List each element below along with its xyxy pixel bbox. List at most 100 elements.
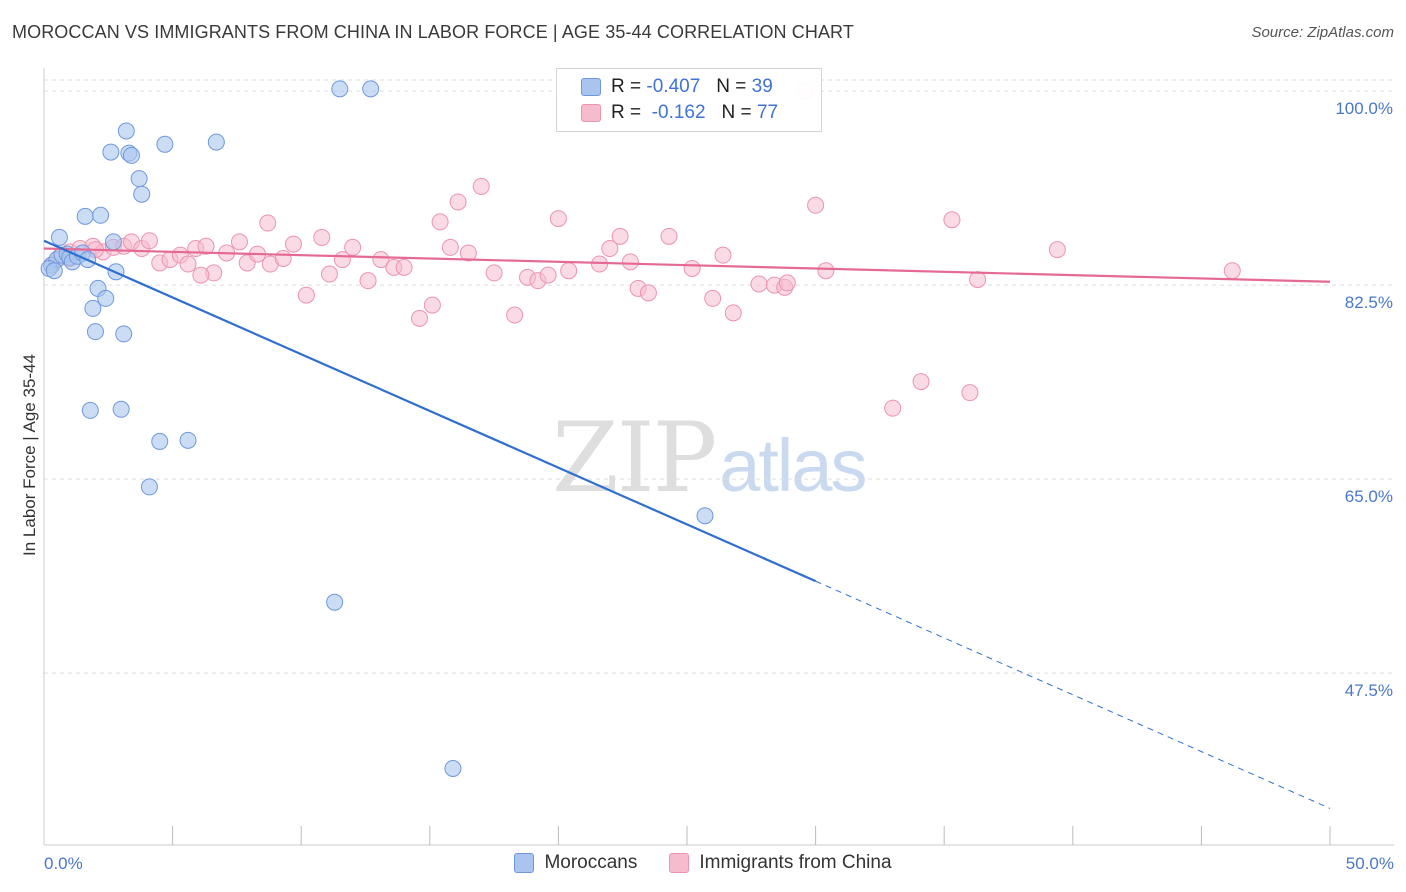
y-tick-label: 100.0% [1335,99,1393,118]
legend-n-value: 39 [751,76,773,97]
chart-title: MOROCCAN VS IMMIGRANTS FROM CHINA IN LAB… [12,22,854,42]
legend-row-moroccans: R = -0.407 N = 39 [581,75,773,99]
moroccan-trend-extrapolated [815,580,1331,809]
china-point [423,296,441,314]
moroccan-point [151,432,169,450]
stats-legend: R = -0.407 N = 39 R = -0.162 N = 77 [556,68,822,132]
china-point [961,384,979,402]
moroccan-point [50,228,68,246]
china-point [372,251,390,269]
y-axis-label: In Labor Force | Age 35-44 [20,354,39,556]
china-point [660,227,678,245]
moroccan-point [179,431,197,449]
series-legend: Moroccans Immigrants from China [0,852,1406,874]
china-point [611,227,629,245]
china-point [912,373,930,391]
moroccan-point [117,122,135,140]
moroccan-point [104,233,122,251]
china-point [459,244,477,262]
china-point [192,266,210,284]
china-point [313,228,331,246]
legend-r-value: -0.407 [646,76,701,97]
china-points [43,82,1241,417]
china-point [274,250,292,267]
x-tick-marks [172,826,1331,845]
china-point [284,235,302,253]
china-point [197,237,215,255]
legend-swatch-china [581,104,601,122]
moroccan-point [112,400,130,418]
china-point [472,177,490,195]
y-tick-label: 47.5% [1345,681,1393,700]
axis-layer [43,68,1394,846]
china-point [1223,262,1241,280]
moroccan-points [40,80,714,777]
china-point [1048,241,1066,259]
china-point [704,289,722,307]
moroccan-point [102,143,120,161]
moroccan-point [207,133,225,151]
china-point [359,272,377,290]
china-point [807,196,825,214]
y-tick-label: 82.5% [1345,293,1393,312]
china-point [441,238,459,256]
china-point [778,274,796,292]
china-point [179,255,197,273]
moroccan-point [76,207,94,225]
moroccan-point [45,262,63,280]
trend-lines [43,239,1331,809]
moroccan-point [133,185,151,203]
moroccan-point [326,593,344,611]
moroccan-point [362,80,380,98]
moroccan-point [696,507,714,525]
grid-layer [44,79,1394,674]
moroccan-point [130,170,148,188]
legend-label-china: Immigrants from China [699,852,892,873]
china-point [601,240,619,258]
china-point [683,259,701,277]
china-point [506,306,524,324]
source-label: Source: ZipAtlas.com [1251,24,1394,41]
china-point [750,275,768,293]
legend-swatch-moroccans [514,853,535,873]
moroccan-point [92,206,110,224]
legend-swatch-china [669,853,690,873]
china-point [817,262,835,280]
china-point [969,271,987,289]
china-point [539,266,557,284]
china-point [621,253,639,271]
x-tick-label-min: 0.0% [44,854,83,873]
moroccan-point [81,401,99,419]
china-point [431,213,449,231]
moroccan-point [86,323,104,341]
china-point [724,304,742,322]
china-point [411,309,429,327]
china-point [297,286,315,304]
y-tick-labels: 47.5% 65.0% 82.5% 100.0% [1335,99,1393,700]
y-tick-label: 65.0% [1345,487,1393,506]
china-point [884,399,902,417]
china-point [320,265,338,283]
china-point [639,284,657,302]
legend-swatch-moroccans [581,78,601,96]
x-tick-label-max: 50.0% [1346,854,1394,873]
moroccan-point [156,135,174,153]
legend-item-china: Immigrants from China [669,852,892,874]
moroccan-point [140,478,158,496]
china-point [395,258,413,276]
legend-n-label: N = [716,76,747,97]
china-point [344,238,362,256]
legend-r-value: -0.162 [651,102,706,123]
legend-item-moroccans: Moroccans [514,852,637,874]
china-point [560,262,578,280]
moroccan-point [122,146,140,164]
legend-n-value: 77 [756,102,779,123]
moroccan-point [115,325,133,343]
moroccan-point [97,289,115,307]
china-point [714,246,732,264]
moroccan-point [331,80,349,98]
moroccan-trend-line [43,239,817,583]
china-point [943,211,961,229]
china-point [449,193,467,211]
